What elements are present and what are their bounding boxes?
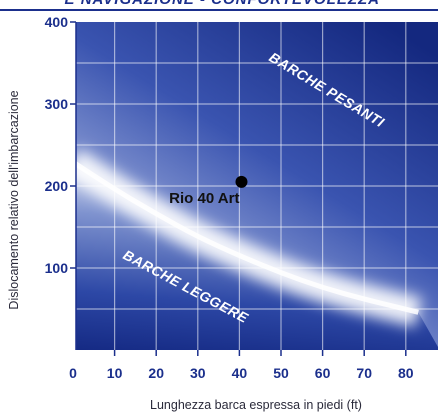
- plot-area: [76, 22, 438, 350]
- y-tick-label: 400: [45, 14, 69, 30]
- data-point-label: Rio 40 Art: [169, 190, 239, 207]
- grid: [76, 22, 438, 350]
- x-tick-label: 10: [107, 365, 123, 381]
- y-tick-label: 100: [45, 260, 69, 276]
- y-axis: 100 200 300 400: [45, 14, 77, 350]
- top-banner: E NAVIGAZIONE - CONFORTEVOLEZZA: [0, 0, 438, 12]
- banner-text: E NAVIGAZIONE - CONFORTEVOLEZZA: [65, 0, 380, 8]
- x-axis: 0 10 20 30 40 50 60 70 80: [69, 350, 414, 381]
- boundary-line: [76, 161, 419, 315]
- x-tick-label: 70: [356, 365, 372, 381]
- x-axis-title: Lunghezza barca espressa in piedi (ft): [150, 398, 362, 412]
- x-tick-label: 80: [398, 365, 414, 381]
- banner-rule: [0, 9, 438, 11]
- x-tick-label: 30: [190, 365, 206, 381]
- x-tick-label: 50: [273, 365, 289, 381]
- x-tick-label: 0: [69, 365, 77, 381]
- y-axis-title: Dislocamento relativo dell'imbarcazione: [7, 90, 21, 309]
- x-tick-label: 60: [315, 365, 331, 381]
- y-tick-label: 300: [45, 96, 69, 112]
- data-point-rio-40-art: [235, 175, 248, 188]
- y-tick-label: 200: [45, 178, 69, 194]
- x-tick-label: 20: [148, 365, 164, 381]
- x-tick-label: 40: [232, 365, 248, 381]
